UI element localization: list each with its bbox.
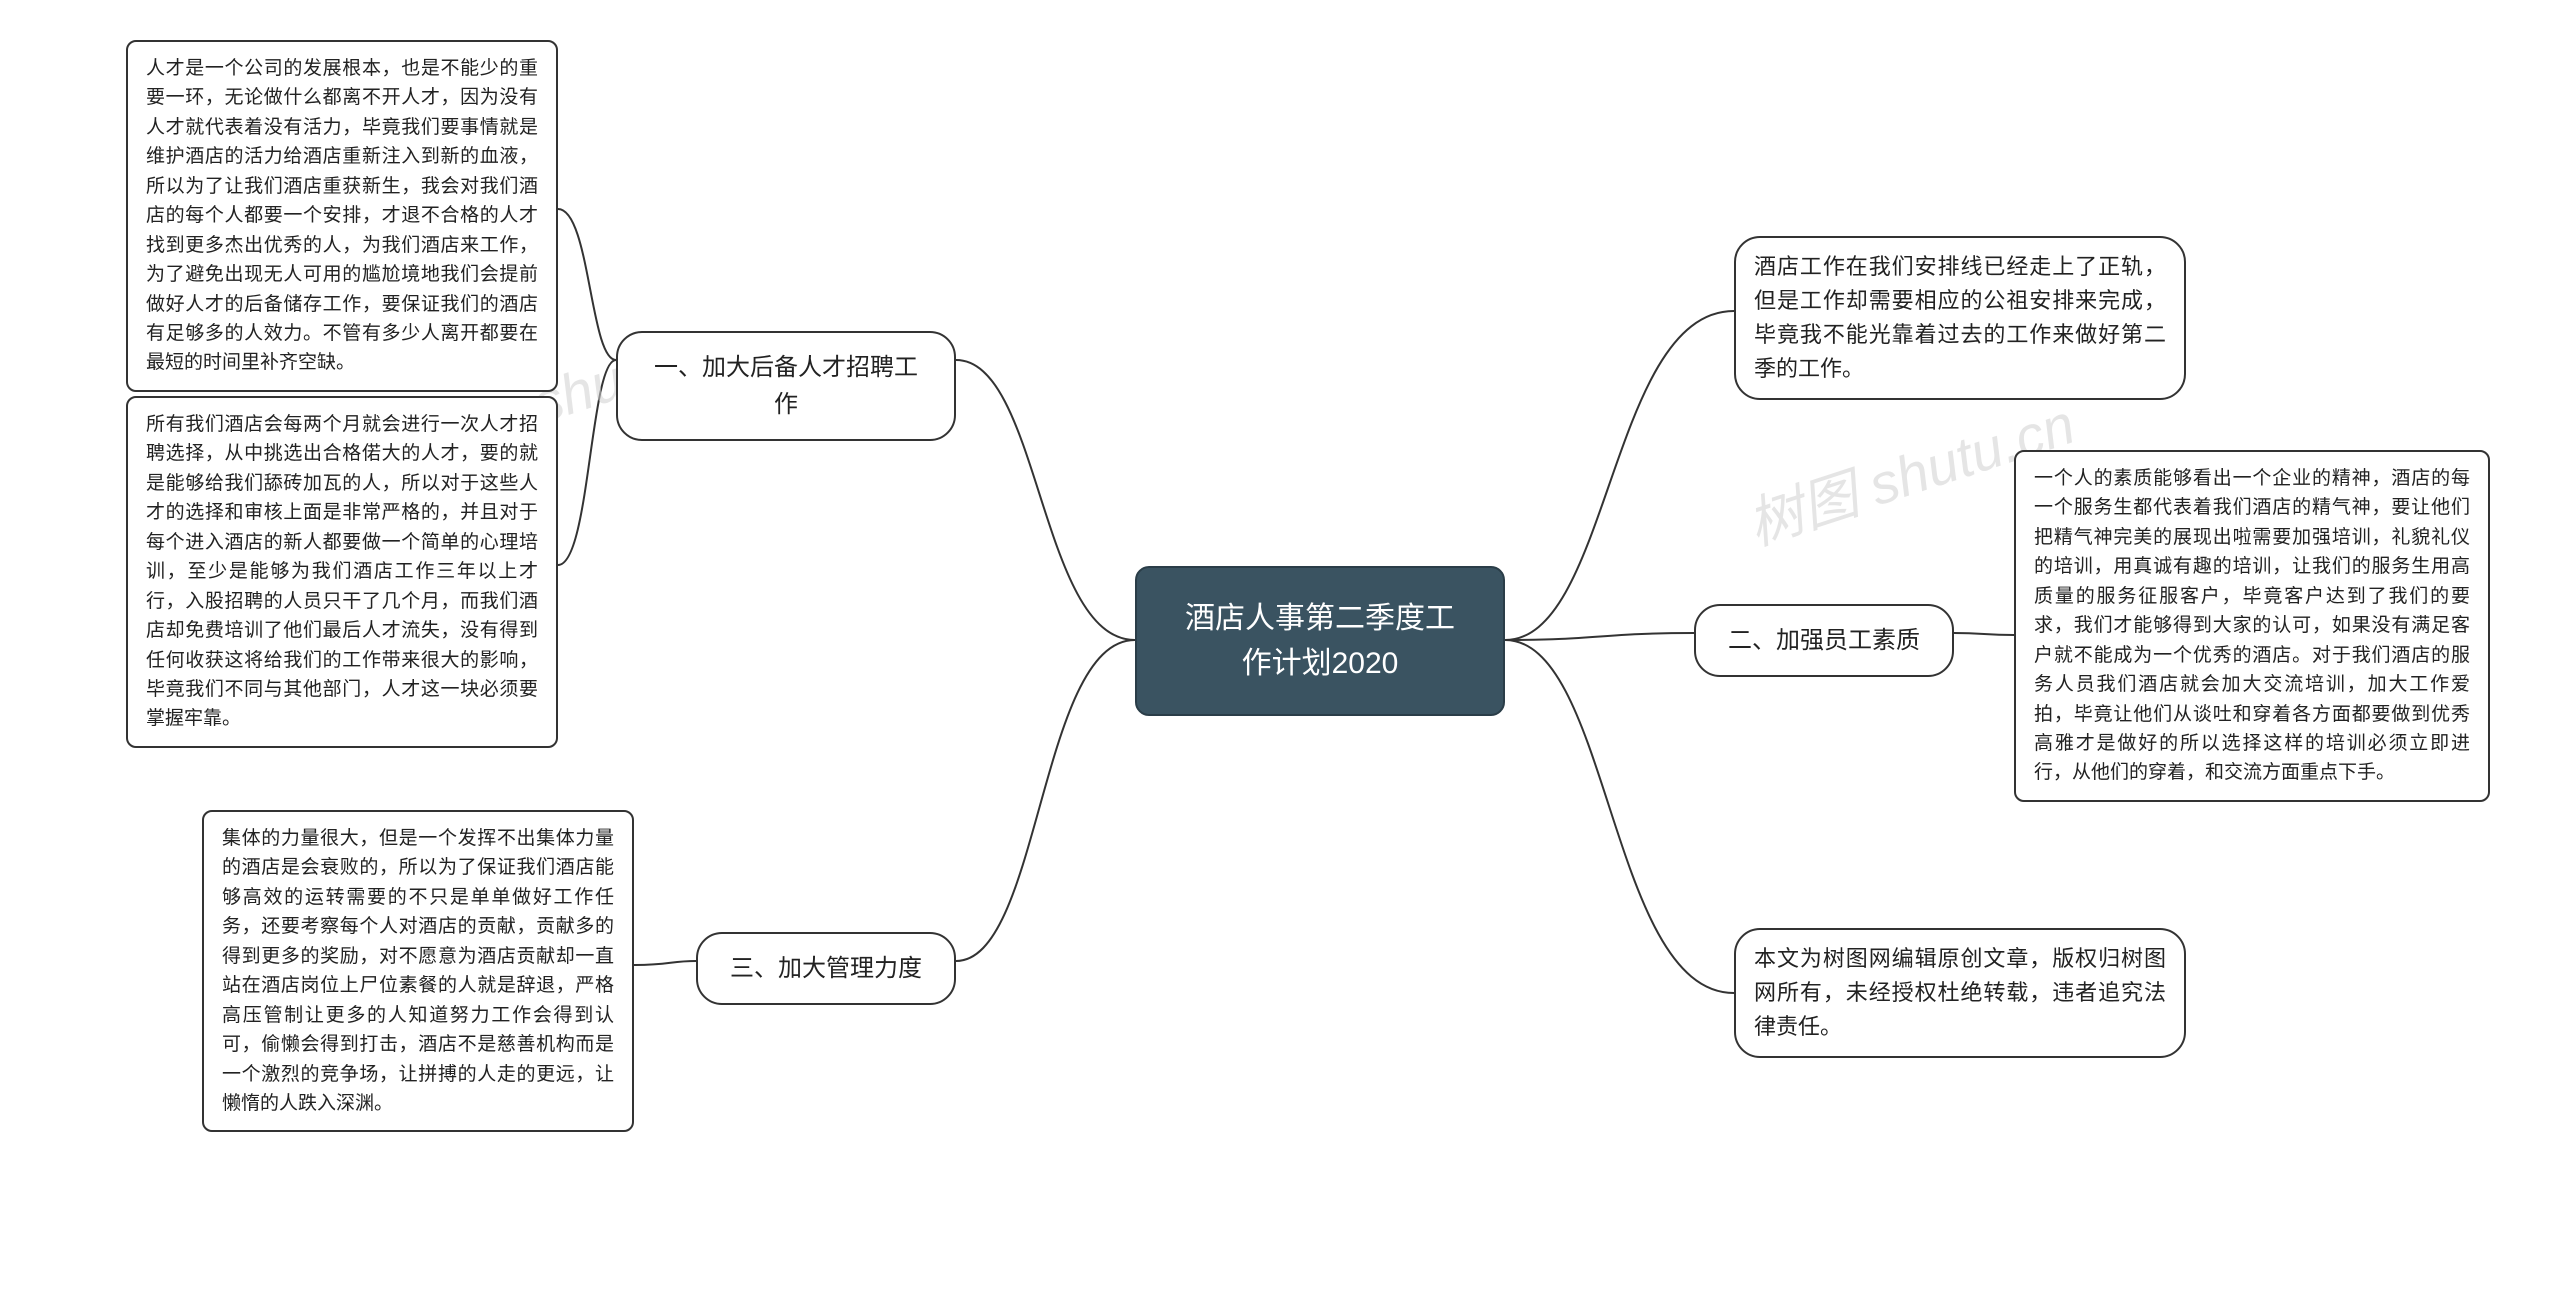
leaf-node-1a[interactable]: 人才是一个公司的发展根本，也是不能少的重要一环，无论做什么都离不开人才，因为没有… xyxy=(126,40,558,392)
right-node-copyright[interactable]: 本文为树图网编辑原创文章，版权归树图网所有，未经授权杜绝转载，违者追究法律责任。 xyxy=(1734,928,2186,1058)
right-node-intro[interactable]: 酒店工作在我们安排线已经走上了正轨，但是工作却需要相应的公祖安排来完成，毕竟我不… xyxy=(1734,236,2186,400)
leaf-node-1b[interactable]: 所有我们酒店会每两个月就会进行一次人才招聘选择，从中挑选出合格偌大的人才，要的就… xyxy=(126,396,558,748)
branch-node-3[interactable]: 三、加大管理力度 xyxy=(696,932,956,1005)
center-node[interactable]: 酒店人事第二季度工作计划2020 xyxy=(1135,566,1505,716)
mindmap-canvas: shutu.cn 树图 shutu.cn 酒店人事第二季度工作计划2020 一、… xyxy=(0,0,2560,1290)
leaf-node-2a[interactable]: 一个人的素质能够看出一个企业的精神，酒店的每一个服务生都代表着我们酒店的精气神，… xyxy=(2014,450,2490,802)
branch-node-1[interactable]: 一、加大后备人才招聘工作 xyxy=(616,331,956,441)
leaf-node-3a[interactable]: 集体的力量很大，但是一个发挥不出集体力量的酒店是会衰败的，所以为了保证我们酒店能… xyxy=(202,810,634,1132)
branch-node-2[interactable]: 二、加强员工素质 xyxy=(1694,604,1954,677)
